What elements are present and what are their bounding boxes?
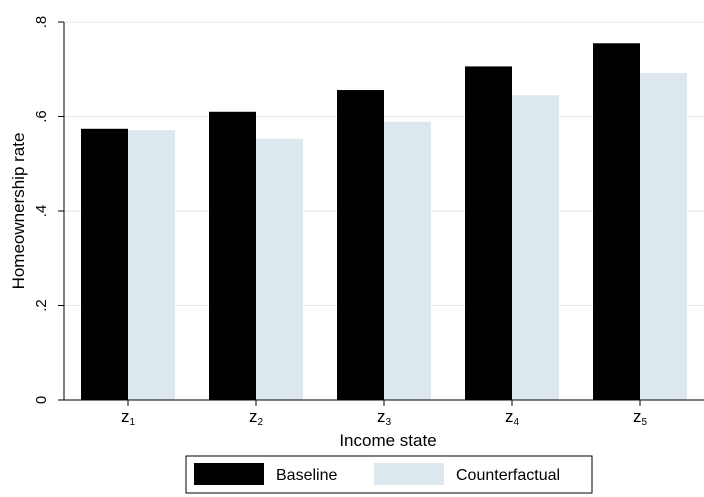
legend: Baseline Counterfactual <box>185 455 593 494</box>
x-tick-label: z2 <box>249 407 264 428</box>
bar-baseline-z1 <box>81 128 128 400</box>
legend-swatch-baseline <box>194 463 264 485</box>
x-ticks: z1 z2 z3 z4 z5 <box>121 400 648 428</box>
bar-baseline-z5 <box>593 43 640 400</box>
bar-counterfactual-z3 <box>384 121 431 400</box>
x-tick-label: z1 <box>121 407 136 428</box>
y-tick-label: .2 <box>33 299 50 312</box>
y-tick-label: .4 <box>33 205 50 218</box>
y-tick-label: .6 <box>33 110 50 123</box>
bar-counterfactual-z2 <box>256 138 303 400</box>
y-tick-label: 0 <box>33 396 50 404</box>
y-tick-label: .8 <box>33 16 50 29</box>
legend-label-baseline: Baseline <box>276 467 337 484</box>
bar-counterfactual-z1 <box>128 130 175 400</box>
bars <box>81 43 687 401</box>
bar-counterfactual-z5 <box>640 73 687 400</box>
y-axis-title: Homeownership rate <box>9 133 28 290</box>
x-axis-title: Income state <box>339 431 436 450</box>
y-ticks: 0 .2 .4 .6 .8 <box>33 16 64 404</box>
legend-label-counterfactual: Counterfactual <box>456 467 560 484</box>
legend-swatch-counterfactual <box>374 463 444 485</box>
x-tick-label: z5 <box>633 407 648 428</box>
legend-box <box>185 455 593 494</box>
bar-baseline-z4 <box>465 66 512 400</box>
bar-counterfactual-z4 <box>512 95 559 401</box>
bar-baseline-z3 <box>337 90 384 400</box>
x-tick-label: z4 <box>505 407 520 428</box>
x-tick-label: z3 <box>377 407 392 428</box>
bar-baseline-z2 <box>209 111 256 401</box>
